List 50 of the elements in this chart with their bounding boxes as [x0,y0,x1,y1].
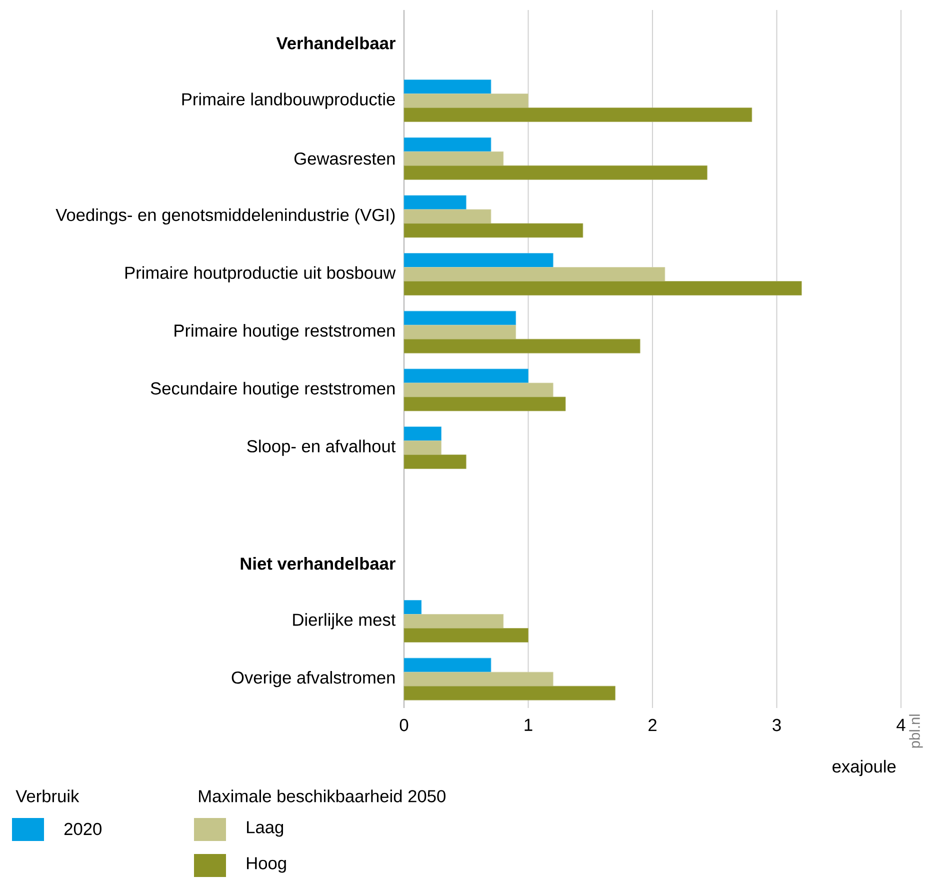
bar [404,440,442,455]
y-tick-label: Overige afvalstromen [232,670,395,688]
bar [404,324,516,340]
bar [404,223,584,238]
legend-label: Laag [247,821,284,837]
bar [404,209,492,224]
text: pbl.nl [909,714,923,748]
legend-label: 2020 [64,822,102,836]
x-axis-title: exajoule [832,760,896,776]
bar [404,628,528,642]
x-tick-label: 4 [896,718,906,731]
bar [404,672,554,686]
y-tick-label: Niet verhandelbaar [240,557,396,570]
bar [404,396,566,412]
x-tick-label: 3 [772,718,781,732]
bar [404,94,528,108]
bar [404,267,666,282]
bar [404,165,708,180]
bar [404,600,422,614]
y-tick-label: Primaire houtproductie uit bosbouw [125,266,396,282]
bar [404,426,442,441]
bar [404,281,802,296]
bar [404,658,492,672]
bar [404,151,504,166]
y-tick-label: Sloop- en afvalhout [247,440,396,456]
x-tick-label: 2 [648,718,656,732]
y-tick-label: Secundaire houtige reststromen [150,382,395,398]
bar [404,137,492,152]
x-tick-label: 1 [524,718,532,731]
text: Verbruik [16,790,80,802]
bar [404,108,752,122]
y-tick-label: Dierlijke mest [293,613,396,630]
bar [404,80,492,94]
y-tick-label: Primaire landbouwproductie [182,92,395,109]
bar [404,454,466,469]
text: Maximale beschikbaarheid 2050 [199,790,446,802]
x-tick-label: 0 [400,718,408,732]
bar [404,614,504,628]
bar [404,382,554,398]
y-tick-label: Gewasresten [294,152,395,165]
bar [404,686,616,700]
y-tick-label: Primaire houtige reststromen [174,324,395,340]
bar [404,368,528,384]
legend-label: Hoog [247,857,286,873]
y-tick-label: Verhandelbaar [276,36,396,50]
bar [404,338,640,354]
bar [404,195,466,210]
bar [404,310,516,326]
bar [404,253,554,268]
y-tick-label: Voedings- en genotsmiddelenindustrie (VGI) [56,208,395,225]
